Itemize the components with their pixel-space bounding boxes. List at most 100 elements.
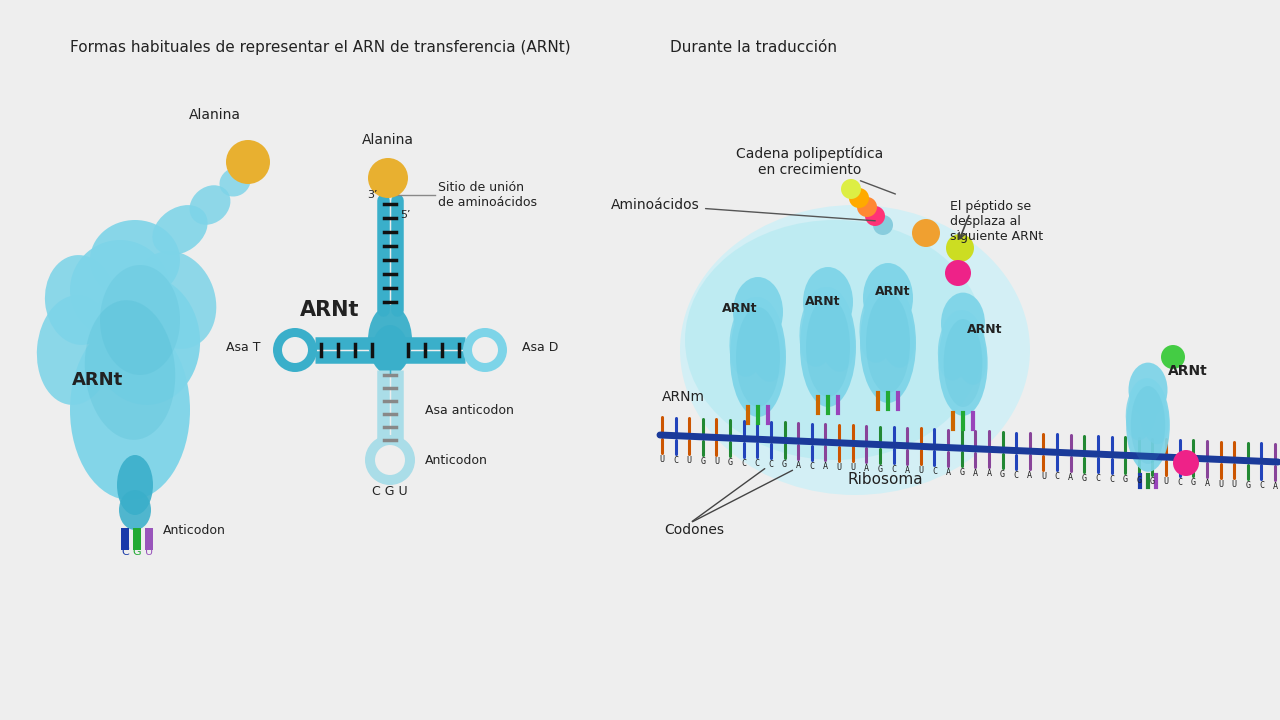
Ellipse shape xyxy=(806,297,850,397)
Text: ARNt: ARNt xyxy=(1169,364,1208,378)
Circle shape xyxy=(849,188,869,208)
Ellipse shape xyxy=(189,185,230,225)
Text: C: C xyxy=(1096,474,1101,483)
Text: G: G xyxy=(1123,475,1128,485)
Ellipse shape xyxy=(733,277,783,347)
Text: 5’: 5’ xyxy=(399,210,411,220)
Text: A: A xyxy=(864,464,869,473)
Ellipse shape xyxy=(372,325,408,375)
Text: G: G xyxy=(700,456,705,466)
Text: A: A xyxy=(946,467,951,477)
Bar xyxy=(133,528,141,550)
Ellipse shape xyxy=(90,275,200,405)
Ellipse shape xyxy=(863,263,913,333)
Text: G: G xyxy=(1000,470,1005,479)
Circle shape xyxy=(865,206,884,226)
Text: Cadena polipeptídica
en crecimiento: Cadena polipeptídica en crecimiento xyxy=(736,146,896,194)
Ellipse shape xyxy=(748,312,785,382)
Circle shape xyxy=(472,337,498,363)
Text: A: A xyxy=(987,469,992,478)
Ellipse shape xyxy=(938,310,974,380)
Text: A: A xyxy=(1028,471,1032,480)
Ellipse shape xyxy=(37,295,113,405)
Text: G: G xyxy=(1245,481,1251,490)
Text: C: C xyxy=(932,467,937,476)
Ellipse shape xyxy=(867,293,910,393)
Text: Durante la traducción: Durante la traducción xyxy=(669,40,837,55)
Text: C: C xyxy=(1055,472,1060,482)
Circle shape xyxy=(873,215,893,235)
Ellipse shape xyxy=(1125,379,1158,441)
Text: Codones: Codones xyxy=(664,523,724,537)
Ellipse shape xyxy=(369,305,412,375)
Text: El péptido se
desplaza al
siguiente ARNt: El péptido se desplaza al siguiente ARNt xyxy=(950,200,1043,243)
Text: Alanina: Alanina xyxy=(362,133,413,147)
Text: Anticodon: Anticodon xyxy=(163,523,225,536)
Ellipse shape xyxy=(943,319,982,407)
Text: U: U xyxy=(1231,480,1236,489)
Text: C: C xyxy=(1258,482,1263,490)
Text: C: C xyxy=(809,462,814,471)
Ellipse shape xyxy=(954,323,987,384)
Text: A: A xyxy=(1272,482,1277,491)
Text: A: A xyxy=(1069,473,1073,482)
Text: C: C xyxy=(891,465,896,474)
Text: U: U xyxy=(659,455,664,464)
Text: Asa D: Asa D xyxy=(522,341,558,354)
Text: G: G xyxy=(1137,476,1142,485)
Circle shape xyxy=(369,158,408,198)
Text: U: U xyxy=(687,456,691,465)
Ellipse shape xyxy=(70,320,189,500)
Ellipse shape xyxy=(800,287,841,366)
Text: ARNt: ARNt xyxy=(72,371,123,389)
Ellipse shape xyxy=(70,240,170,340)
Text: Formas habituales de representar el ARN de transferencia (ARNt): Formas habituales de representar el ARN … xyxy=(70,40,571,55)
Text: A: A xyxy=(796,461,801,470)
Circle shape xyxy=(365,435,415,485)
Text: A: A xyxy=(1204,479,1210,488)
Circle shape xyxy=(375,445,404,475)
Text: C: C xyxy=(1014,471,1019,480)
Ellipse shape xyxy=(116,455,154,515)
Text: U: U xyxy=(1164,477,1169,486)
Circle shape xyxy=(273,328,317,372)
Text: U: U xyxy=(1219,480,1222,489)
Text: Ribosoma: Ribosoma xyxy=(847,472,923,487)
Text: G: G xyxy=(959,468,964,477)
Text: G: G xyxy=(133,547,141,557)
Ellipse shape xyxy=(219,168,251,197)
Text: C: C xyxy=(673,456,678,464)
Text: A: A xyxy=(973,469,978,478)
Text: C: C xyxy=(1108,474,1114,484)
Text: U: U xyxy=(850,464,855,472)
Ellipse shape xyxy=(730,297,771,377)
Ellipse shape xyxy=(736,307,780,407)
Text: C: C xyxy=(1178,478,1183,487)
Text: Aminoácidos: Aminoácidos xyxy=(612,198,876,221)
Text: G: G xyxy=(1190,478,1196,487)
Text: 3’: 3’ xyxy=(367,190,378,200)
Text: C: C xyxy=(122,547,129,557)
Text: U: U xyxy=(1041,472,1046,481)
Circle shape xyxy=(841,179,861,199)
Circle shape xyxy=(1161,345,1185,369)
Ellipse shape xyxy=(152,205,207,255)
Ellipse shape xyxy=(941,292,986,354)
Text: C: C xyxy=(755,459,760,468)
Ellipse shape xyxy=(1126,378,1170,472)
Circle shape xyxy=(911,219,940,247)
Ellipse shape xyxy=(803,267,852,337)
Ellipse shape xyxy=(818,302,855,372)
Ellipse shape xyxy=(680,205,1030,495)
Bar xyxy=(122,528,129,550)
Ellipse shape xyxy=(1129,363,1167,417)
Bar xyxy=(145,528,154,550)
Circle shape xyxy=(1172,450,1199,476)
Ellipse shape xyxy=(860,283,916,403)
Text: C G U: C G U xyxy=(372,485,408,498)
Ellipse shape xyxy=(84,300,175,440)
Text: G: G xyxy=(1082,474,1087,482)
Ellipse shape xyxy=(90,220,180,300)
Text: G: G xyxy=(878,464,882,474)
Text: G: G xyxy=(1149,477,1155,485)
